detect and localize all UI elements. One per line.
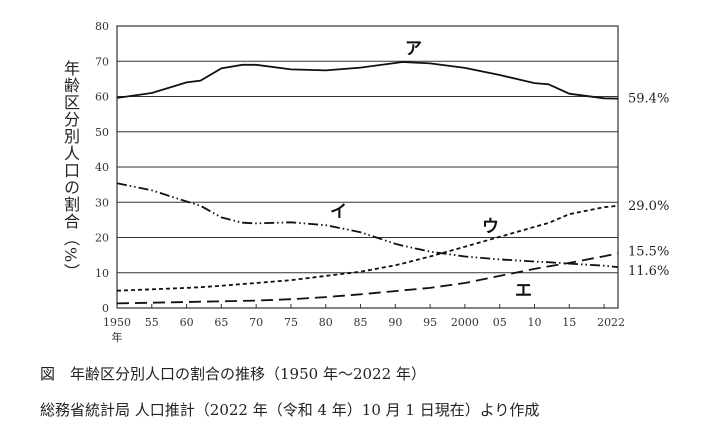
x-tick-label: 70 xyxy=(249,316,263,329)
y-axis-label: 年齢区分別人口の割合（%） xyxy=(61,60,80,281)
x-tick-label: 10 xyxy=(528,316,542,329)
series-name-label: イ xyxy=(330,202,347,222)
x-tick-label: 95 xyxy=(423,316,437,329)
end-value-label: 15.5% xyxy=(628,244,669,259)
x-tick-label: 55 xyxy=(145,316,159,329)
y-tick-label: 20 xyxy=(95,232,109,245)
y-tick-label: 60 xyxy=(95,91,109,104)
figure-caption: 図 年齢区分別人口の割合の推移（1950 年～2022 年） xyxy=(40,365,426,383)
x-tick-label: 65 xyxy=(214,316,228,329)
end-value-label: 11.6% xyxy=(628,264,669,279)
x-tick-label: 15 xyxy=(562,316,576,329)
series-line-1 xyxy=(116,61,619,100)
series-line-3 xyxy=(116,204,619,292)
y-tick-label: 0 xyxy=(102,302,109,315)
source-note: 総務省統計局 人口推計（2022 年（令和 4 年）10 月 1 日現在）より作… xyxy=(40,401,540,419)
end-value-label: 59.4% xyxy=(628,92,669,107)
x-tick-label: 90 xyxy=(388,316,402,329)
x-tick-label: 85 xyxy=(354,316,368,329)
end-value-label: 29.0% xyxy=(628,199,669,214)
plot-frame xyxy=(116,25,619,309)
x-tick-label: 75 xyxy=(284,316,298,329)
x-tick-label: 80 xyxy=(319,316,333,329)
y-tick-label: 30 xyxy=(95,196,109,209)
series-line-2 xyxy=(116,182,619,268)
y-tick-label: 50 xyxy=(95,126,109,139)
x-tick-label: 1950 xyxy=(103,316,131,329)
x-tick-label: 05 xyxy=(493,316,507,329)
series-name-label: ア xyxy=(405,39,422,59)
y-tick-label: 10 xyxy=(95,267,109,280)
x-tick-label: 20 xyxy=(597,316,611,329)
x-tick-label: 60 xyxy=(180,316,194,329)
x-tick-label: 2000 xyxy=(451,316,479,329)
x-unit-label: 年 xyxy=(112,330,123,344)
y-tick-label: 80 xyxy=(95,20,109,33)
y-tick-label: 70 xyxy=(95,55,109,68)
x-tick-label: 22 xyxy=(611,316,625,329)
series-line-4 xyxy=(116,252,619,305)
series-name-label: エ xyxy=(515,281,532,301)
y-tick-label: 40 xyxy=(95,161,109,174)
series-name-label: ウ xyxy=(482,217,499,237)
